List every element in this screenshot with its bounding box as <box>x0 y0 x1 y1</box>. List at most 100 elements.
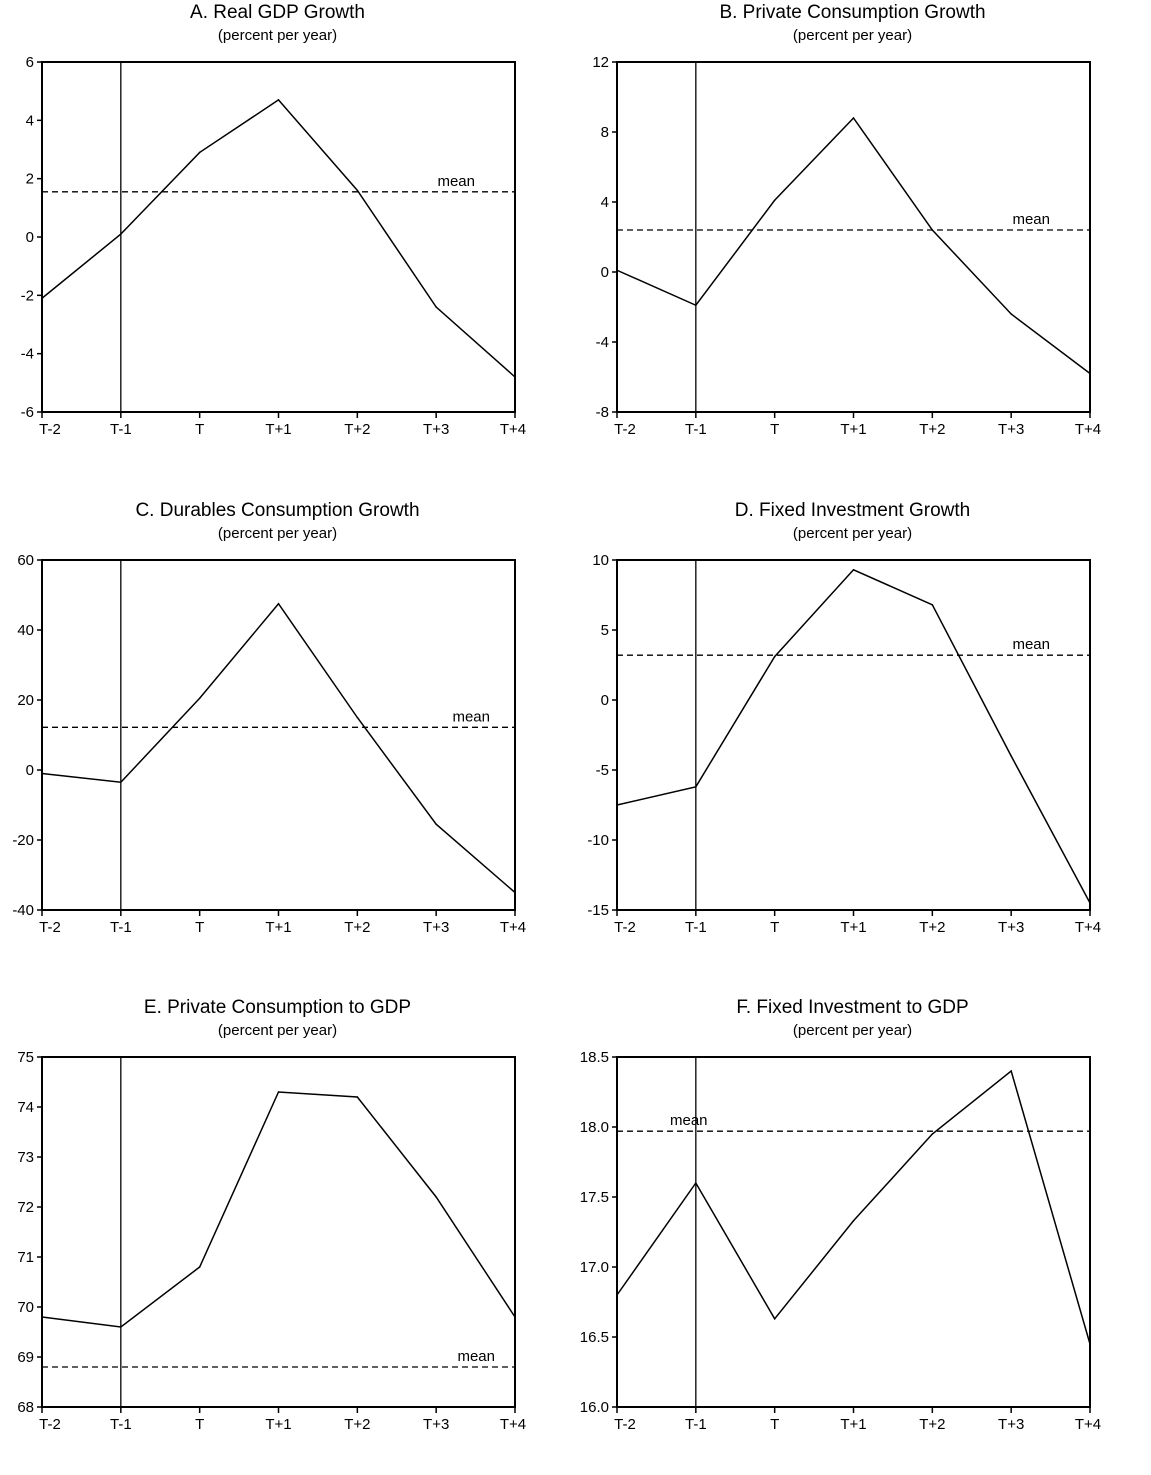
series-line <box>616 568 1091 904</box>
x-tick-label: T-2 <box>39 919 61 936</box>
chart-panel-b: B. Private Consumption Growth (percent p… <box>575 0 1150 480</box>
y-tick-label: 4 <box>26 112 34 129</box>
data-point <box>1010 755 1012 757</box>
y-tick-label: 72 <box>17 1199 34 1216</box>
y-tick-label: -4 <box>596 334 609 351</box>
data-point <box>41 1316 43 1318</box>
x-tick-label: T+1 <box>265 1416 291 1433</box>
y-tick-label: 71 <box>17 1249 34 1266</box>
data-point <box>773 655 776 658</box>
data-point <box>931 229 934 231</box>
mean-label: mean <box>457 1348 495 1365</box>
chart-title: B. Private Consumption Growth <box>719 2 986 23</box>
data-point <box>616 1294 618 1296</box>
y-tick-label: 0 <box>601 692 609 709</box>
y-tick-label: 5 <box>601 622 609 639</box>
x-tick-label: T+2 <box>919 1416 945 1433</box>
y-tick-label: 16.0 <box>580 1399 609 1416</box>
y-tick-label: -5 <box>596 762 609 779</box>
data-point <box>514 1316 516 1318</box>
x-tick-label: T+4 <box>1075 1416 1101 1433</box>
mean-label: mean <box>1012 636 1050 653</box>
data-point <box>277 1091 280 1093</box>
mean-label: mean <box>437 173 475 190</box>
y-tick-label: 8 <box>601 124 609 141</box>
data-point <box>356 716 359 719</box>
data-point <box>198 151 201 154</box>
series-line <box>41 1091 516 1328</box>
y-tick-label: 17.0 <box>580 1259 609 1276</box>
x-tick-label: T+4 <box>1075 421 1101 438</box>
mean-label: mean <box>1012 211 1050 228</box>
y-tick-label: 73 <box>17 1149 34 1166</box>
y-tick-label: 16.5 <box>580 1329 609 1346</box>
data-point <box>435 823 437 826</box>
y-tick-label: -20 <box>12 832 34 849</box>
x-tick-label: T+1 <box>840 421 866 438</box>
x-tick-label: T+4 <box>500 1416 526 1433</box>
data-point <box>277 99 280 101</box>
chart-title: F. Fixed Investment to GDP <box>736 997 969 1018</box>
x-tick-label: T+3 <box>423 1416 449 1433</box>
x-tick-label: T+2 <box>344 421 370 438</box>
y-tick-label: 69 <box>17 1349 34 1366</box>
mean-label: mean <box>670 1112 708 1129</box>
chart-plot: 60 40 20 0 -20 -40 T-2 T-1 T T+1 T+2 T+3 T+4 mean <box>12 552 526 936</box>
data-point <box>616 804 618 806</box>
chart-panel-c: C. Durables Consumption Growth (percent … <box>0 498 575 978</box>
x-tick-label: T+1 <box>265 421 291 438</box>
data-point <box>695 1182 697 1184</box>
y-tick-label: 68 <box>17 1399 34 1416</box>
x-tick-label: T+2 <box>919 919 945 936</box>
y-tick-label: 10 <box>592 552 609 569</box>
data-point <box>695 786 697 788</box>
y-tick-label: 12 <box>592 54 609 71</box>
data-point <box>695 304 697 307</box>
x-tick-label: T+3 <box>998 421 1024 438</box>
data-point <box>120 233 122 235</box>
y-tick-label: 4 <box>601 194 609 211</box>
chart-plot: 6 4 2 0 -2 -4 -6 T-2 T-1 T T+1 T+2 T+3 T+4 mean <box>21 54 526 438</box>
plot-frame <box>616 559 1091 911</box>
chart-plot: 12 8 4 0 -4 -8 T-2 T-1 T T+1 T+2 T+3 T+4 mean <box>592 54 1101 438</box>
data-point <box>773 1318 776 1320</box>
x-tick-label: T-2 <box>614 1416 636 1433</box>
x-tick-label: T-2 <box>39 1416 61 1433</box>
series-line <box>41 602 516 894</box>
chart-subtitle: (percent per year) <box>792 525 913 542</box>
y-tick-label: -4 <box>21 346 34 363</box>
chart-panel-d: D. Fixed Investment Growth (percent per … <box>575 498 1150 978</box>
chart-subtitle: (percent per year) <box>792 27 913 44</box>
chart-plot: 75 74 73 72 71 70 69 68 T-2 T-1 T T+1 T+2 T+3 T+4 mean <box>17 1049 526 1433</box>
data-point <box>41 297 43 300</box>
data-point <box>435 1196 437 1198</box>
chart-subtitle: (percent per year) <box>217 27 338 44</box>
mean-label: mean <box>452 708 490 725</box>
x-tick-label: T+3 <box>423 421 449 438</box>
y-tick-label: -2 <box>21 287 34 304</box>
data-point <box>852 1220 855 1222</box>
x-tick-label: T-1 <box>685 1416 707 1433</box>
data-point <box>616 269 618 272</box>
x-tick-label: T-2 <box>39 421 61 438</box>
series-line <box>616 116 1091 375</box>
x-tick-label: T+3 <box>998 919 1024 936</box>
x-tick-label: T+2 <box>344 1416 370 1433</box>
data-point <box>120 1326 122 1328</box>
x-tick-label: T+3 <box>423 919 449 936</box>
plot-frame <box>41 61 516 413</box>
chart-title: C. Durables Consumption Growth <box>135 500 420 521</box>
x-tick-label: T-1 <box>685 421 707 438</box>
x-tick-label: T-1 <box>110 1416 132 1433</box>
series-line <box>41 98 516 378</box>
x-tick-label: T <box>195 1416 204 1433</box>
data-point <box>852 117 855 119</box>
x-tick-label: T <box>770 421 779 438</box>
chart-plot: 18.5 18.0 17.5 17.0 16.5 16.0 T-2 T-1 T T+1 T+2 T+3… <box>580 1049 1101 1433</box>
chart-subtitle: (percent per year) <box>217 525 338 542</box>
chart-plot: 10 5 0 -5 -10 -15 T-2 T-1 T T+1 T+2 T+3 T+4 mean <box>587 552 1101 936</box>
y-tick-label: -40 <box>12 902 34 919</box>
chart-panel-f: F. Fixed Investment to GDP (percent per … <box>575 995 1150 1475</box>
y-tick-label: 17.5 <box>580 1189 609 1206</box>
data-point <box>931 1133 934 1135</box>
